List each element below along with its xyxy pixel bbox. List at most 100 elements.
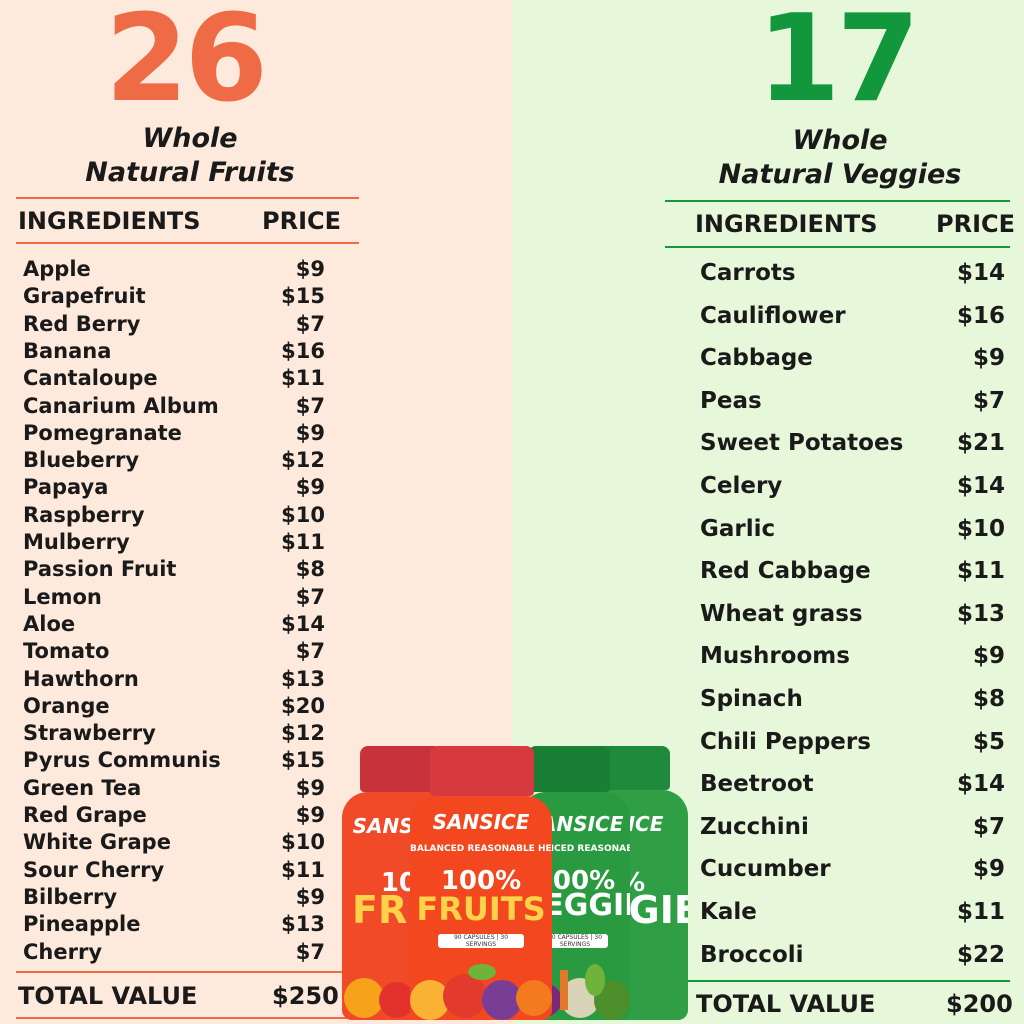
veggie-price: $5: [972, 728, 1005, 755]
fruit-name: White Grape: [23, 830, 171, 855]
fruit-price: $12: [281, 448, 325, 473]
fruit-name: Green Tea: [23, 775, 142, 800]
fruit-price: $9: [295, 775, 325, 800]
fruit-name: Tomato: [23, 639, 110, 664]
fruit-name: Hawthorn: [23, 666, 139, 691]
veggies-total-top-rule: [688, 980, 1010, 982]
fruit-price: $9: [295, 884, 325, 909]
fruits-title-line2: Natural Fruits: [85, 157, 295, 188]
veggie-price: $22: [956, 941, 1005, 968]
veggie-price: $14: [956, 260, 1005, 286]
fruits-price-header: PRICE: [262, 207, 342, 235]
fruits-title-line1: Whole: [142, 123, 238, 154]
veggie-price: $9: [972, 643, 1005, 670]
fruits-total-top-rule: [16, 971, 359, 973]
veggies-count: 17: [757, 0, 920, 129]
veggie-name: Spinach: [700, 686, 803, 712]
veggie-name: Chili Peppers: [700, 728, 871, 755]
veggies-title: Whole Natural Veggies: [690, 124, 990, 192]
fruit-price: $12: [281, 721, 325, 746]
veggies-total-label: TOTAL VALUE: [696, 990, 876, 1018]
fruit-price: $9: [295, 803, 325, 827]
fruit-name: Raspberry: [23, 502, 145, 527]
fruit-bottle-front-capsules: 90 CAPSULES | 30 SERVINGS: [438, 934, 524, 948]
fruits-total-bottom-rule: [16, 1017, 359, 1019]
veggie-name: Cucumber: [700, 856, 831, 883]
fruit-price: $13: [281, 912, 325, 937]
veg-bottle-front-tagline: BALANCED REASONABLE HEALTHY: [520, 844, 630, 854]
fruit-name: Apple: [23, 257, 91, 281]
fruit-price: $11: [281, 530, 325, 554]
veggie-price: $8: [972, 686, 1005, 712]
veggie-name: Zucchini: [700, 813, 809, 840]
veggie-price: $13: [956, 600, 1005, 627]
fruit-price: $7: [295, 584, 325, 609]
veggie-price: $14: [956, 473, 1005, 499]
fruit-price: $10: [281, 830, 325, 855]
veggies-price-header: PRICE: [936, 210, 1016, 238]
veggie-price: $9: [972, 856, 1005, 883]
veggie-price: $11: [956, 899, 1005, 925]
veggie-price: $16: [956, 302, 1005, 329]
fruit-bottle-front: SANSICE BALANCED REASONABLE HEALTHY 100%…: [410, 796, 552, 1020]
fruit-name: Papaya: [23, 475, 109, 500]
fruit-name: Pineapple: [23, 912, 141, 937]
fruit-price: $9: [295, 475, 325, 500]
veggie-name: Red Cabbage: [700, 558, 871, 585]
veggie-name: Cabbage: [700, 345, 813, 372]
veggie-name: Wheat grass: [700, 600, 863, 627]
fruits-total-label: TOTAL VALUE: [18, 982, 198, 1010]
veggie-price: $7: [972, 387, 1005, 414]
fruit-name: Strawberry: [23, 721, 156, 746]
veggies-header-top-rule: [665, 200, 1010, 202]
veggies-total-value: $200: [946, 990, 1013, 1018]
fruit-price: $7: [295, 639, 325, 664]
veg-bottle-front-capsules: 90 CAPSULES | 30 SERVINGS: [542, 934, 608, 948]
fruit-price: $16: [281, 338, 325, 363]
veggies-title-line2: Natural Veggies: [718, 159, 962, 190]
veggie-price: $14: [956, 771, 1005, 798]
fruit-price: $15: [281, 284, 325, 309]
fruits-header-top-rule: [16, 197, 359, 199]
veggie-price: $9: [972, 345, 1005, 372]
fruit-name: Cherry: [23, 939, 103, 964]
veggie-name: Garlic: [700, 515, 776, 542]
fruit-price: $7: [295, 393, 325, 418]
veggie-name: Kale: [700, 899, 757, 925]
veggie-name: Mushrooms: [700, 643, 850, 670]
fruit-name: Lemon: [23, 584, 102, 609]
fruits-header-bottom-rule: [16, 242, 359, 244]
fruit-price: $8: [295, 557, 325, 582]
fruit-name: Aloe: [23, 611, 76, 636]
fruit-price: $11: [281, 366, 325, 391]
fruit-name: Orange: [23, 693, 110, 718]
fruit-price: $7: [295, 311, 325, 336]
fruit-name: Mulberry: [23, 530, 130, 554]
veggie-price: $11: [956, 558, 1005, 585]
fruit-name: Banana: [23, 338, 112, 363]
fruit-bottle-front-tagline: BALANCED REASONABLE HEALTHY: [410, 844, 552, 854]
veggies-ingredients-header: INGREDIENTS: [695, 210, 878, 238]
fruit-price: $11: [281, 857, 325, 882]
fruit-price: $9: [295, 257, 325, 281]
fruit-bottle-front-brand: SANSICE: [432, 810, 530, 834]
veggie-name: Carrots: [700, 260, 796, 286]
veggie-name: Beetroot: [700, 771, 814, 798]
veggie-price: $7: [972, 813, 1005, 840]
veggie-name: Broccoli: [700, 941, 804, 968]
fruit-bottle-front-pct: 100%: [440, 866, 522, 896]
fruit-price: $7: [295, 939, 325, 964]
fruit-name: Red Grape: [23, 803, 147, 827]
fruit-name: Pyrus Communis: [23, 748, 221, 773]
fruit-name: Pomegranate: [23, 420, 182, 445]
fruit-bottle-front-fruits-art: [410, 964, 552, 1020]
veggie-name: Sweet Potatoes: [700, 430, 904, 457]
fruit-name: Bilberry: [23, 884, 118, 909]
fruits-ingredients-header: INGREDIENTS: [18, 207, 201, 235]
veggie-price: $10: [956, 515, 1005, 542]
veggie-name: Cauliflower: [700, 302, 846, 329]
veggie-name: Peas: [700, 387, 762, 414]
fruit-name: Canarium Album: [23, 393, 219, 418]
fruits-count: 26: [105, 0, 268, 129]
fruit-bottle-front-product: FRUITS: [416, 890, 546, 928]
